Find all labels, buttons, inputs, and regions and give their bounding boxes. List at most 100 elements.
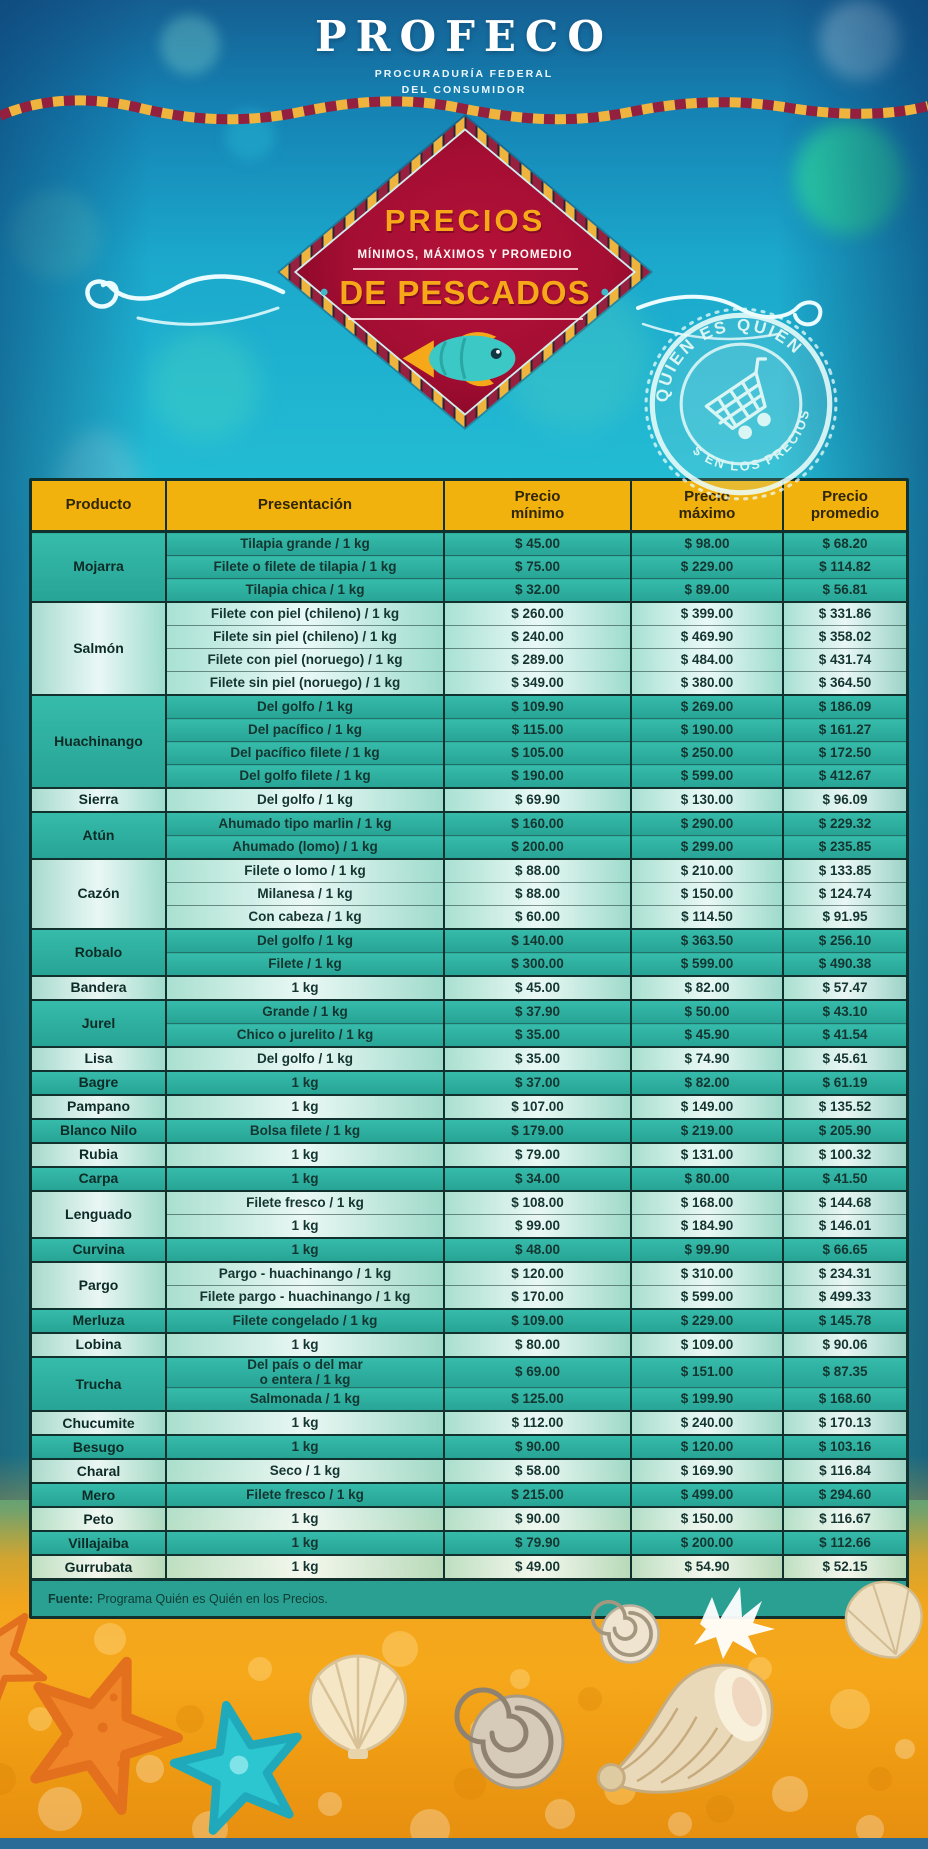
price-max-cell: $ 484.00 (630, 648, 783, 672)
price-avg-cell: $ 168.60 (782, 1387, 906, 1412)
presentation-cell: Bolsa filete / 1 kg (165, 1118, 444, 1143)
source-note: Fuente: Programa Quién es Quién en los P… (32, 1578, 906, 1617)
price-min-cell: $ 80.00 (443, 1332, 631, 1357)
table-row: Besugo 1 kg $ 90.00 $ 120.00 $ 103.16 (32, 1434, 906, 1460)
price-max-cell: $ 82.00 (630, 975, 783, 1000)
price-avg-cell: $ 41.50 (782, 1166, 906, 1191)
price-max-cell: $ 130.00 (630, 787, 783, 812)
badge-main-title: DE PESCADOS (339, 274, 591, 311)
price-avg-cell: $ 294.60 (782, 1482, 906, 1508)
product-name-cell: Peto (32, 1506, 166, 1532)
price-avg-cell: $ 87.35 (782, 1356, 906, 1388)
presentation-cell: Del golfo / 1 kg (165, 1046, 444, 1071)
price-max-cell: $ 151.00 (630, 1356, 783, 1388)
price-avg-cell: $ 96.09 (782, 787, 906, 812)
price-avg-cell: $ 61.19 (782, 1070, 906, 1095)
product-name-cell: Charal (32, 1458, 166, 1484)
price-avg-cell: $ 412.67 (782, 764, 906, 788)
product-name-cell: Blanco Nilo (32, 1118, 166, 1143)
price-min-cell: $ 90.00 (443, 1506, 631, 1532)
price-max-cell: $ 399.00 (630, 601, 783, 626)
price-max-cell: $ 150.00 (630, 1506, 783, 1532)
presentation-cell: Tilapia grande / 1 kg (165, 531, 444, 556)
price-avg-cell: $ 331.86 (782, 601, 906, 626)
presentation-cell: 1 kg (165, 1166, 444, 1191)
presentation-cell: Ahumado tipo marlin / 1 kg (165, 811, 444, 836)
price-min-cell: $ 58.00 (443, 1458, 631, 1484)
price-avg-cell: $ 364.50 (782, 671, 906, 695)
table-row: Mero Filete fresco / 1 kg $ 215.00 $ 499.00… (32, 1482, 906, 1508)
price-avg-cell: $ 90.06 (782, 1332, 906, 1357)
price-max-cell: $ 469.90 (630, 625, 783, 649)
price-min-cell: $ 170.00 (443, 1285, 631, 1309)
price-avg-cell: $ 52.15 (782, 1554, 906, 1579)
presentation-cell: Ahumado (lomo) / 1 kg (165, 835, 444, 859)
presentation-cell: 1 kg (165, 1434, 444, 1460)
table-row: Peto 1 kg $ 90.00 $ 150.00 $ 116.67 (32, 1506, 906, 1532)
price-max-cell: $ 599.00 (630, 764, 783, 788)
presentation-cell: Filete sin piel (noruego) / 1 kg (165, 671, 444, 695)
badge-title: PRECIOS (384, 203, 546, 238)
product-name-cell: Gurrubata (32, 1554, 166, 1579)
diamond-badge-content: PRECIOS MÍNIMOS, MÁXIMOS Y PROMEDIO • DE… (295, 203, 635, 397)
product-name-cell: Atún (32, 811, 166, 859)
price-min-cell: $ 32.00 (443, 578, 631, 602)
product-name-cell: Curvina (32, 1237, 166, 1262)
price-min-cell: $ 75.00 (443, 555, 631, 579)
price-avg-cell: $ 431.74 (782, 648, 906, 672)
conch-shell-icon (596, 1663, 774, 1794)
presentation-cell: Salmonada / 1 kg (165, 1387, 444, 1412)
table-row: Charal Seco / 1 kg $ 58.00 $ 169.90 $ 116.84 (32, 1458, 906, 1484)
price-min-cell: $ 45.00 (443, 975, 631, 1000)
price-min-cell: $ 179.00 (443, 1118, 631, 1143)
price-max-cell: $ 299.00 (630, 835, 783, 859)
price-avg-cell: $ 41.54 (782, 1023, 906, 1047)
brand-tagline-line2: DEL CONSUMIDOR (401, 83, 527, 96)
price-avg-cell: $ 66.65 (782, 1237, 906, 1262)
price-min-cell: $ 45.00 (443, 531, 631, 556)
badge-left-dot: • (319, 279, 330, 306)
presentation-cell: Del golfo filete / 1 kg (165, 764, 444, 788)
price-min-cell: $ 49.00 (443, 1554, 631, 1579)
price-max-cell: $ 499.00 (630, 1482, 783, 1508)
product-name-cell: Merluza (32, 1308, 166, 1333)
presentation-cell: 1 kg (165, 1332, 444, 1357)
table-row: Lobina 1 kg $ 80.00 $ 109.00 $ 90.06 (32, 1332, 906, 1357)
presentation-cell: Tilapia chica / 1 kg (165, 578, 444, 602)
presentation-cell: Filete sin piel (chileno) / 1 kg (165, 625, 444, 649)
price-avg-cell: $ 186.09 (782, 694, 906, 719)
badge-divider (347, 318, 583, 320)
fish-icon (402, 332, 516, 387)
price-max-cell: $ 599.00 (630, 1285, 783, 1309)
table-row: Bandera 1 kg $ 45.00 $ 82.00 $ 57.47 (32, 975, 906, 1000)
price-min-cell: $ 125.00 (443, 1387, 631, 1412)
price-max-cell: $ 89.00 (630, 578, 783, 602)
wave-swirl-icon (85, 274, 286, 326)
table-row: Bagre 1 kg $ 37.00 $ 82.00 $ 61.19 (32, 1070, 906, 1095)
price-min-cell: $ 349.00 (443, 671, 631, 695)
presentation-cell: Filete con piel (noruego) / 1 kg (165, 648, 444, 672)
price-max-cell: $ 80.00 (630, 1166, 783, 1191)
price-avg-cell: $ 124.74 (782, 882, 906, 906)
presentation-cell: Milanesa / 1 kg (165, 882, 444, 906)
price-min-cell: $ 260.00 (443, 601, 631, 626)
presentation-cell: 1 kg (165, 975, 444, 1000)
table-row: Gurrubata 1 kg $ 49.00 $ 54.90 $ 52.15 (32, 1554, 906, 1579)
price-max-cell: $ 219.00 (630, 1118, 783, 1143)
price-min-cell: $ 88.00 (443, 858, 631, 883)
product-name-cell: Pargo (32, 1261, 166, 1309)
splash-shape (694, 1587, 775, 1659)
price-table-body: Mojarra Tilapia grande / 1 kg $ 45.00 $ 98.… (32, 531, 906, 1579)
price-max-cell: $ 150.00 (630, 882, 783, 906)
presentation-cell: Pargo - huachinango / 1 kg (165, 1261, 444, 1286)
presentation-cell: Filete o filete de tilapia / 1 kg (165, 555, 444, 579)
table-row: Lisa Del golfo / 1 kg $ 35.00 $ 74.90 $ 45.6… (32, 1046, 906, 1071)
table-row: Mojarra Tilapia grande / 1 kg $ 45.00 $ 98.… (32, 531, 906, 602)
brand-logo-text: PROFECO (315, 12, 613, 61)
price-max-cell: $ 120.00 (630, 1434, 783, 1460)
presentation-cell: Filete con piel (chileno) / 1 kg (165, 601, 444, 626)
table-row: Lenguado Filete fresco / 1 kg $ 108.00 $ 16… (32, 1190, 906, 1238)
presentation-cell: 1 kg (165, 1530, 444, 1556)
price-min-cell: $ 37.90 (443, 999, 631, 1024)
price-min-cell: $ 240.00 (443, 625, 631, 649)
